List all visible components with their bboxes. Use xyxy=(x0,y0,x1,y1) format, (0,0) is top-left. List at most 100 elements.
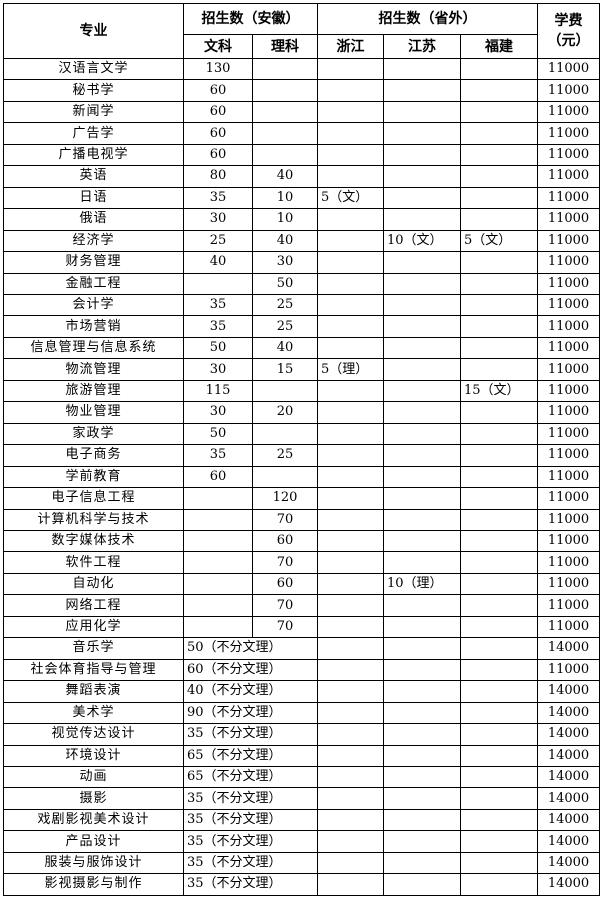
jiangsu-cell xyxy=(383,57,461,81)
wenke-cell: 30 xyxy=(183,401,253,424)
fee-cell: 11000 xyxy=(537,572,600,596)
zhejiang-cell xyxy=(317,336,384,360)
major-cell: 舞蹈表演 xyxy=(3,680,184,703)
like-cell: 60 xyxy=(252,572,318,596)
like-cell xyxy=(252,79,318,102)
table-row: 戏剧影视美术设计 35（不分文理） 14000 xyxy=(3,808,600,832)
fee-cell: 11000 xyxy=(537,615,600,639)
fujian-cell xyxy=(460,401,538,424)
jiangsu-cell xyxy=(383,615,461,639)
fujian-cell xyxy=(460,529,538,553)
wenke-cell xyxy=(183,487,253,510)
wenke-cell: 115 xyxy=(183,379,253,403)
fujian-cell xyxy=(460,873,538,896)
fujian-cell xyxy=(460,315,538,338)
combined-count-cell: 50（不分文理） xyxy=(183,637,318,660)
major-cell: 广告学 xyxy=(3,122,184,145)
wenke-cell: 130 xyxy=(183,57,253,81)
zhejiang-cell xyxy=(317,529,384,553)
wenke-cell: 40 xyxy=(183,251,253,274)
zhejiang-cell xyxy=(317,680,384,703)
fee-cell: 11000 xyxy=(537,251,600,274)
jiangsu-cell xyxy=(383,808,461,832)
zhejiang-cell xyxy=(317,615,384,639)
major-cell: 产品设计 xyxy=(3,830,184,853)
enrollment-table: 专业 招生数（安徽） 招生数（省外） 学费（元） 文科 理科 浙江 江苏 福建 … xyxy=(3,3,600,896)
jiangsu-cell xyxy=(383,830,461,853)
fujian-cell xyxy=(460,637,538,660)
table-row: 美术学 90（不分文理） 14000 xyxy=(3,701,600,725)
like-cell xyxy=(252,100,318,124)
wenke-cell: 60 xyxy=(183,143,253,167)
wenke-cell xyxy=(183,572,253,596)
table-row: 广告学 60 11000 xyxy=(3,122,600,145)
zhejiang-cell xyxy=(317,79,384,102)
like-cell xyxy=(252,57,318,81)
header-fee: 学费（元） xyxy=(537,3,600,59)
combined-count-cell: 35（不分文理） xyxy=(183,787,318,810)
fujian-cell xyxy=(460,658,538,682)
major-cell: 广播电视学 xyxy=(3,143,184,167)
table-row: 电子信息工程 120 11000 xyxy=(3,487,600,510)
zhejiang-cell xyxy=(317,422,384,446)
jiangsu-cell xyxy=(383,658,461,682)
fee-cell: 14000 xyxy=(537,873,600,896)
header-anhui: 招生数（安徽） xyxy=(183,3,318,35)
jiangsu-cell xyxy=(383,873,461,896)
fujian-cell xyxy=(460,765,538,789)
zhejiang-cell xyxy=(317,165,384,188)
table-row: 财务管理 40 30 11000 xyxy=(3,251,600,274)
combined-count-cell: 60（不分文理） xyxy=(183,658,318,682)
jiangsu-cell xyxy=(383,508,461,531)
fujian-cell xyxy=(460,444,538,467)
fujian-cell xyxy=(460,680,538,703)
table-row: 计算机科学与技术 70 11000 xyxy=(3,508,600,531)
fee-cell: 14000 xyxy=(537,765,600,789)
jiangsu-cell xyxy=(383,251,461,274)
wenke-cell: 35 xyxy=(183,444,253,467)
major-cell: 新闻学 xyxy=(3,100,184,124)
fujian-cell xyxy=(460,422,538,446)
zhejiang-cell xyxy=(317,572,384,596)
fee-cell: 11000 xyxy=(537,315,600,338)
table-row: 应用化学 70 11000 xyxy=(3,615,600,639)
like-cell: 50 xyxy=(252,272,318,295)
jiangsu-cell xyxy=(383,551,461,574)
wenke-cell: 25 xyxy=(183,229,253,253)
fujian-cell xyxy=(460,508,538,531)
zhejiang-cell xyxy=(317,508,384,531)
fee-cell: 14000 xyxy=(537,680,600,703)
fujian-cell xyxy=(460,808,538,832)
fujian-cell xyxy=(460,487,538,510)
table-row: 音乐学 50（不分文理） 14000 xyxy=(3,637,600,660)
table-row: 经济学 25 40 10（文） 5（文） 11000 xyxy=(3,229,600,253)
fee-cell: 11000 xyxy=(537,272,600,295)
zhejiang-cell xyxy=(317,830,384,853)
wenke-cell: 60 xyxy=(183,122,253,145)
like-cell xyxy=(252,379,318,403)
fujian-cell: 5（文） xyxy=(460,229,538,253)
major-cell: 物业管理 xyxy=(3,401,184,424)
major-cell: 汉语言文学 xyxy=(3,57,184,81)
like-cell: 70 xyxy=(252,615,318,639)
major-cell: 学前教育 xyxy=(3,465,184,489)
fee-cell: 14000 xyxy=(537,787,600,810)
table-row: 服装与服饰设计 35（不分文理） 14000 xyxy=(3,851,600,875)
table-row: 摄影 35（不分文理） 14000 xyxy=(3,787,600,810)
jiangsu-cell xyxy=(383,100,461,124)
major-cell: 秘书学 xyxy=(3,79,184,102)
zhejiang-cell xyxy=(317,701,384,725)
fee-cell: 11000 xyxy=(537,529,600,553)
zhejiang-cell xyxy=(317,787,384,810)
fee-cell: 11000 xyxy=(537,658,600,682)
major-cell: 电子商务 xyxy=(3,444,184,467)
table-row: 日语 35 10 5（文） 11000 xyxy=(3,186,600,210)
zhejiang-cell xyxy=(317,122,384,145)
fujian-cell xyxy=(460,594,538,617)
major-cell: 软件工程 xyxy=(3,551,184,574)
major-cell: 计算机科学与技术 xyxy=(3,508,184,531)
zhejiang-cell xyxy=(317,401,384,424)
fee-cell: 11000 xyxy=(537,143,600,167)
fee-cell: 11000 xyxy=(537,57,600,81)
combined-count-cell: 35（不分文理） xyxy=(183,808,318,832)
